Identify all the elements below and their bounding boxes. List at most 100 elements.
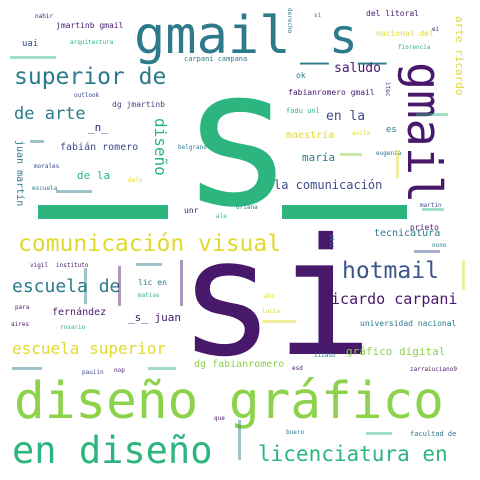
tiny-word-filler: [10, 56, 56, 59]
word-instituto: instituto: [56, 262, 89, 269]
word-n: _n_: [88, 121, 108, 134]
tiny-word-filler: [30, 140, 44, 143]
word-en-la: en la: [326, 109, 366, 124]
word-morales: morales: [34, 163, 60, 170]
word-martin: martin: [420, 202, 442, 209]
word-ricardo-carpani: ricardo carpani: [322, 290, 458, 308]
word-iizaso: iizaso: [314, 352, 336, 359]
word-prieto: prieto: [410, 223, 439, 232]
word-la-comunicacion: la comunicación: [274, 178, 383, 192]
word-arquitectura: arquitectura: [70, 39, 114, 46]
word-nacional-del: nacional del: [376, 29, 434, 38]
word-derecho: derecho: [286, 8, 293, 34]
word-diseno-grafico: diseño gráfico: [14, 372, 444, 431]
word-universidad-nacional: universidad nacional: [360, 319, 457, 328]
word-tecnicatura: tecnicatura: [374, 228, 441, 239]
word-belgrano: belgrano: [178, 144, 207, 151]
tiny-word-filler: [148, 367, 176, 370]
underscore-bar-left: [38, 205, 168, 219]
word-fiorencia: fiorencia: [398, 44, 431, 51]
word-uai: uai: [22, 39, 39, 49]
word-hotmail: hotmail: [342, 258, 439, 284]
word-esd: esd: [292, 365, 303, 372]
word-diseno-vertical: diseño: [151, 118, 170, 176]
word-saludo: saludo: [334, 61, 381, 76]
word-superior-de: superior de: [14, 64, 167, 90]
word-arte-ricardo: arte ricardo: [453, 16, 466, 96]
tiny-word-filler: [12, 367, 42, 370]
word-aires: aires: [11, 321, 30, 328]
word-sisi: sisi: [328, 234, 335, 249]
word-ei: ei: [432, 26, 440, 33]
word-ale: ale: [216, 213, 227, 220]
tiny-word-filler: [238, 420, 241, 460]
word-si-small: si: [314, 12, 322, 19]
word-zarraiuciano9: zarraiuciano9: [410, 366, 457, 373]
word-eugenia: eugenia: [376, 150, 402, 157]
tiny-word-filler: [118, 266, 121, 306]
word-avila: avila: [352, 130, 371, 137]
word-comunicacion-visual: comunicación visual: [18, 231, 282, 257]
word-en-diseno: en diseño: [12, 429, 213, 472]
word-gmail-vertical: gmail: [396, 62, 451, 204]
word-nahir: nahir: [35, 13, 54, 20]
word-outlook: outlook: [74, 92, 100, 99]
tiny-word-filler: [414, 250, 440, 253]
word-nop: nop: [114, 367, 125, 374]
word-buero: buero: [286, 429, 305, 436]
tiny-word-filler: [416, 113, 448, 116]
word-escuela-de: escuela de: [12, 276, 121, 297]
word-fabianromero-gmail: fabianromero gmail: [288, 88, 375, 97]
word-si: si: [178, 205, 374, 393]
word-nono: nono: [432, 242, 447, 249]
word-fabian-romero: fabián romero: [60, 142, 139, 153]
word-para: para: [15, 304, 30, 311]
word-del-litoral: del litoral: [366, 9, 419, 18]
word-de-la: de la: [77, 169, 111, 182]
word-itec: itec: [384, 82, 391, 97]
word-dg-jmartinb: dg jmartinb: [112, 100, 165, 109]
word-grafico-digital: gráfico digital: [346, 345, 446, 358]
word-lucia: lucía: [262, 308, 281, 315]
word-carpani-campana: carpani campana: [184, 55, 248, 63]
word-dg-fabianromero: dg fabianromero: [194, 359, 285, 370]
tiny-word-filler: [462, 260, 465, 290]
tiny-word-filler: [262, 320, 296, 323]
word-vigil: vigil: [30, 262, 49, 269]
word-dalo: dalo: [128, 177, 143, 184]
word-de-arte: de arte: [14, 104, 86, 124]
word-pauiin: pauiin: [82, 369, 104, 376]
word-oriana: oriana: [236, 204, 258, 211]
tiny-word-filler: [366, 432, 392, 435]
word-maria: maría: [302, 151, 336, 164]
tiny-word-filler: [56, 190, 92, 193]
word-s-juan: _s_ juan: [128, 311, 181, 324]
word-ok: ok: [296, 71, 306, 80]
tiny-word-filler: [396, 150, 399, 178]
word-jmartinb-gmail: jmartinb gmail: [56, 21, 124, 30]
tiny-word-filler: [136, 263, 162, 266]
word-fadu-unl: fadu unl: [286, 107, 320, 115]
tiny-word-filler: [340, 153, 362, 156]
word-escuela-small: escuela: [32, 185, 58, 192]
word-us-us: _s_: [300, 9, 387, 65]
word-facultad-de: facultad de: [410, 430, 457, 438]
tiny-word-filler: [422, 208, 444, 211]
word-es: es: [386, 125, 397, 135]
tiny-word-filler: [180, 260, 183, 306]
underscore-bar-right: [282, 205, 407, 219]
word-gmail: gmail: [134, 6, 291, 66]
word-juan-martin: juan martín: [14, 140, 25, 207]
word-s: s: [180, 28, 295, 249]
word-unr: unr: [184, 206, 199, 215]
word-lic-en: lic en: [138, 278, 167, 287]
word-licenciatura-en: licenciatura en: [258, 442, 448, 466]
word-rosario: rosario: [60, 324, 86, 331]
word-que: que: [214, 415, 225, 422]
word-matias: matias: [138, 292, 160, 299]
word-maestria: maestría: [286, 130, 335, 141]
word-fernandez: fernández: [52, 307, 107, 318]
tiny-word-filler: [84, 268, 87, 304]
word-ano: año: [264, 293, 275, 300]
